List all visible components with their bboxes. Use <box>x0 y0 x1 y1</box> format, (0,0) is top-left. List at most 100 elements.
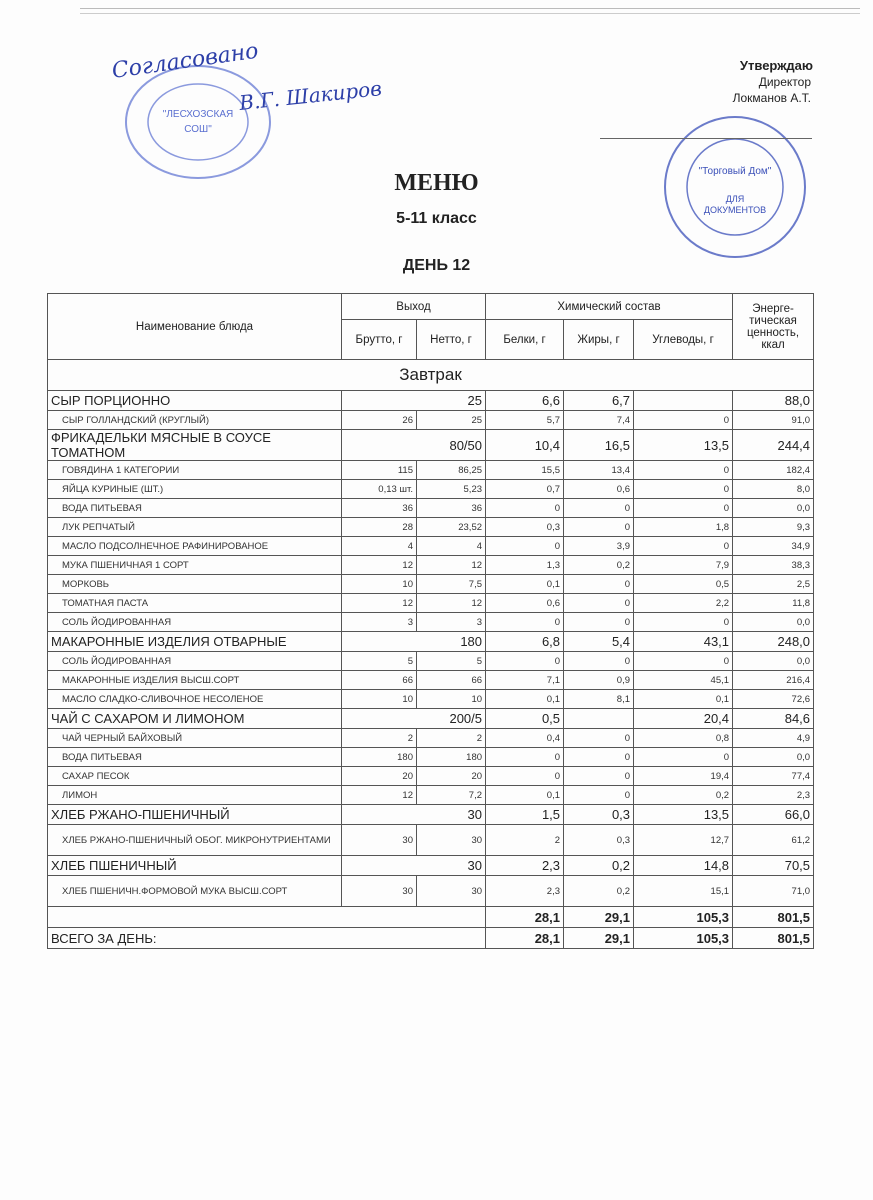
table-cell: 66 <box>341 670 417 690</box>
table-cell: 10 <box>341 689 417 709</box>
table-cell: 70,5 <box>732 855 815 876</box>
table-cell: ТОМАТНАЯ ПАСТА <box>47 593 342 613</box>
table-cell: 38,3 <box>732 555 815 575</box>
table-cell: 8,0 <box>732 479 815 499</box>
table-cell: МОРКОВЬ <box>47 574 342 594</box>
table-cell: 244,4 <box>732 429 815 461</box>
table-cell: 66 <box>415 670 487 690</box>
svg-text:"Торговый Дом": "Торговый Дом" <box>699 166 772 177</box>
table-cell: 30 <box>415 824 487 856</box>
signature-line <box>600 138 812 139</box>
table-cell: 0 <box>563 651 635 671</box>
dish-row: ХЛЕБ ПШЕНИЧНЫЙ 30 2,3 0,2 14,8 70,5 <box>47 855 815 876</box>
table-cell: 248,0 <box>732 631 815 652</box>
table-cell: 0,2 <box>563 875 635 907</box>
table-cell: 12,7 <box>633 824 734 856</box>
table-cell: СОЛЬ ЙОДИРОВАННАЯ <box>47 612 342 632</box>
table-cell: 0,1 <box>485 689 565 709</box>
table-cell: 80/50 <box>340 429 487 461</box>
table-cell: 4 <box>341 536 417 556</box>
header-carbs: Углеводы, г <box>633 319 734 360</box>
table-cell: 8,1 <box>563 689 635 709</box>
ingredient-row: ГОВЯДИНА 1 КАТЕГОРИИ 115 86,25 15,5 13,4 0 182… <box>47 460 815 480</box>
table-cell: ГОВЯДИНА 1 КАТЕГОРИИ <box>47 460 342 480</box>
table-cell: 7,1 <box>485 670 565 690</box>
table-cell: 84,6 <box>732 708 815 729</box>
dish-row: ФРИКАДЕЛЬКИ МЯСНЫЕ В СОУСЕ ТОМАТНОМ 80/50… <box>47 429 815 461</box>
table-cell: 10,4 <box>485 429 565 461</box>
table-cell: СЫР ГОЛЛАНДСКИЙ (КРУГЛЫЙ) <box>47 410 342 430</box>
table-cell: 180 <box>340 631 487 652</box>
table-cell: 20,4 <box>633 708 734 729</box>
left-stamp: "ЛЕСХОЗСКАЯ СОШ" <box>125 65 271 179</box>
table-cell: 3 <box>341 612 417 632</box>
ingredient-row: ЯЙЦА КУРИНЫЕ (ШТ.) 0,13 шт. 5,23 0,7 0,6 0 8,0 <box>47 479 815 499</box>
table-cell: 9,3 <box>732 517 815 537</box>
ingredient-row: СОЛЬ ЙОДИРОВАННАЯ 3 3 0 0 0 0,0 <box>47 612 815 632</box>
table-cell: 2,2 <box>633 593 734 613</box>
table-cell: 0 <box>485 651 565 671</box>
table-cell: 0,5 <box>485 708 565 729</box>
table-cell: 12 <box>341 593 417 613</box>
table-cell: 0,9 <box>563 670 635 690</box>
table-cell: 6,6 <box>485 390 565 411</box>
table-cell: 13,5 <box>633 804 734 825</box>
table-cell: 7,4 <box>563 410 635 430</box>
table-cell: 0 <box>633 498 734 518</box>
table-cell: 0 <box>563 766 635 786</box>
table-cell: 5 <box>341 651 417 671</box>
table-cell: 0,5 <box>633 574 734 594</box>
table-cell: 0,0 <box>732 747 815 767</box>
table-cell: 0 <box>563 728 635 748</box>
table-cell: 0 <box>633 536 734 556</box>
table-cell: 0,0 <box>732 498 815 518</box>
table-cell: 0,8 <box>633 728 734 748</box>
total-row: ВСЕГО ЗА ДЕНЬ: 28,1 29,1 105,3 801,5 <box>46 927 815 949</box>
table-cell: 10 <box>341 574 417 594</box>
table-cell: 5 <box>415 651 487 671</box>
table-cell: 216,4 <box>732 670 815 690</box>
table-cell: 77,4 <box>732 766 815 786</box>
table-cell: ЧАЙ С САХАРОМ И ЛИМОНОМ <box>47 708 342 729</box>
ingredient-row: ХЛЕБ ПШЕНИЧН.ФОРМОВОЙ МУКА ВЫСШ.СОРТ 30 30… <box>47 875 815 907</box>
table-cell: 0,2 <box>633 785 734 805</box>
table-cell: 36 <box>415 498 487 518</box>
approval-name: Локманов А.Т. <box>732 91 811 105</box>
table-cell: 200/5 <box>340 708 487 729</box>
table-cell: 19,4 <box>633 766 734 786</box>
table-cell: 0,2 <box>563 855 635 876</box>
table-cell: 115 <box>341 460 417 480</box>
table-cell: 2 <box>415 728 487 748</box>
table-cell: 14,8 <box>633 855 734 876</box>
table-cell: 0 <box>485 766 565 786</box>
header-chem: Химический состав <box>485 293 734 320</box>
table-cell: 10 <box>415 689 487 709</box>
table-cell: 23,52 <box>415 517 487 537</box>
approval-label: Утверждаю <box>739 58 813 73</box>
table-cell: 0 <box>633 460 734 480</box>
table-cell: 28 <box>341 517 417 537</box>
table-cell: 16,5 <box>563 429 635 461</box>
table-cell: 182,4 <box>732 460 815 480</box>
header-output: Выход <box>340 293 487 320</box>
table-cell: 61,2 <box>732 824 815 856</box>
table-cell: 7,9 <box>633 555 734 575</box>
ingredient-row: ЛИМОН 12 7,2 0,1 0 0,2 2,3 <box>47 785 815 805</box>
table-cell: 30 <box>341 875 417 907</box>
table-cell: 4 <box>415 536 487 556</box>
table-cell: ВОДА ПИТЬЕВАЯ <box>47 747 342 767</box>
ingredient-row: СОЛЬ ЙОДИРОВАННАЯ 5 5 0 0 0 0,0 <box>47 651 815 671</box>
table-cell: 3 <box>415 612 487 632</box>
table-cell: 12 <box>415 555 487 575</box>
table-cell: 12 <box>415 593 487 613</box>
svg-text:ДЛЯ: ДЛЯ <box>726 194 745 204</box>
table-cell: САХАР ПЕСОК <box>47 766 342 786</box>
section-title: Завтрак <box>46 359 815 391</box>
table-cell: 36 <box>341 498 417 518</box>
table-cell: 2,5 <box>732 574 815 594</box>
table-cell: 105,3 <box>633 927 734 949</box>
table-cell: 0 <box>563 574 635 594</box>
svg-text:В.Г. Шакиров: В.Г. Шакиров <box>237 76 383 115</box>
ingredient-row: ХЛЕБ РЖАНО-ПШЕНИЧНЫЙ ОБОГ. МИКРОНУТРИЕНТ… <box>47 824 815 856</box>
table-cell: 43,1 <box>633 631 734 652</box>
